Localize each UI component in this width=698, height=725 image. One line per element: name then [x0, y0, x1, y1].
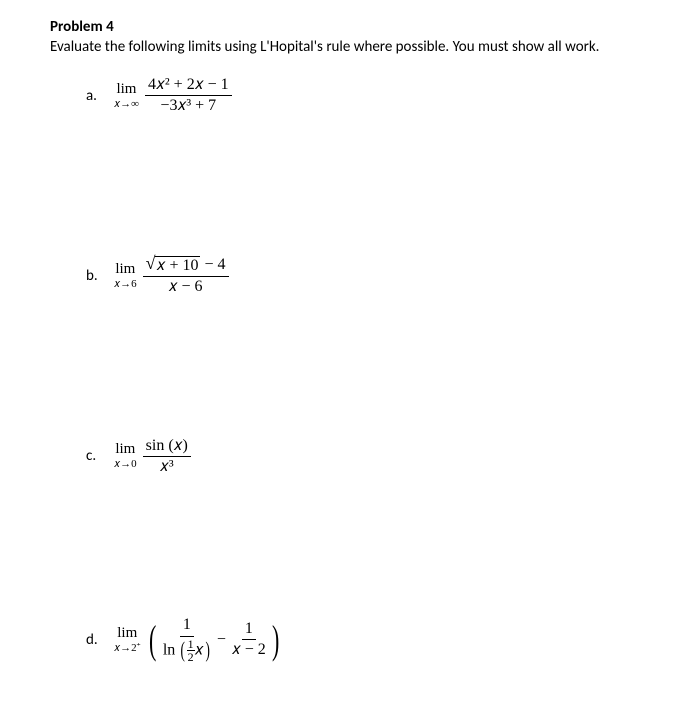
frac-c-den: 𝑥³	[157, 457, 177, 476]
problem-list: a. lim 𝑥→∞ 4𝑥² + 2𝑥 − 1 −3𝑥³ + 7 b. lim …	[50, 76, 648, 663]
lim-b-bot: 𝑥→6	[114, 279, 137, 290]
problem-c: c. lim 𝑥→0 sin (𝑥) 𝑥³	[86, 437, 648, 477]
expr-c: lim 𝑥→0 sin (𝑥) 𝑥³	[114, 437, 191, 477]
lim-a-top: lim	[116, 82, 136, 97]
frac-a-den: −3𝑥³ + 7	[157, 96, 219, 115]
frac-c-num: sin (𝑥)	[143, 437, 191, 457]
inner-lparen-icon: (	[181, 637, 185, 662]
expr-a: lim 𝑥→∞ 4𝑥² + 2𝑥 − 1 −3𝑥³ + 7	[114, 76, 232, 116]
frac-d1: 1 ln ( 1 2 𝑥)	[160, 616, 214, 663]
half-num: 1	[187, 638, 195, 651]
rparen-icon: )	[272, 620, 279, 660]
lim-c: lim 𝑥→0	[114, 442, 137, 470]
problem-d: d. lim 𝑥→2⁺ ( 1 ln ( 1 2	[86, 616, 648, 663]
inner-rparen-icon: )	[205, 637, 209, 662]
problem-b: b. lim 𝑥→6 √ 𝑥 + 10 − 4 𝑥 − 6	[86, 256, 648, 297]
frac-b: √ 𝑥 + 10 − 4 𝑥 − 6	[143, 256, 229, 297]
half-den: 2	[187, 651, 195, 663]
frac-b-num: √ 𝑥 + 10 − 4	[143, 256, 229, 277]
minus-d: −	[214, 631, 229, 649]
label-d: d.	[86, 631, 114, 649]
paren-d: ( 1 ln ( 1 2 𝑥) − 1	[146, 616, 282, 663]
frac-c: sin (𝑥) 𝑥³	[143, 437, 191, 477]
frac-d2: 1 𝑥 − 2	[229, 620, 269, 660]
ln-text: ln	[163, 641, 175, 658]
frac-b-den: 𝑥 − 6	[166, 277, 206, 296]
expr-d: lim 𝑥→2⁺ ( 1 ln ( 1 2 𝑥)	[114, 616, 282, 663]
lim-d-top: lim	[117, 626, 137, 641]
label-c: c.	[86, 447, 114, 465]
half-frac: 1 2	[187, 638, 195, 663]
frac-d2-num: 1	[242, 620, 256, 640]
inner-x: 𝑥	[195, 641, 204, 658]
frac-d1-den: ln ( 1 2 𝑥)	[160, 637, 214, 663]
lparen-icon: (	[149, 620, 156, 660]
expr-b: lim 𝑥→6 √ 𝑥 + 10 − 4 𝑥 − 6	[114, 256, 229, 297]
problem-title: Problem 4	[50, 18, 648, 36]
sqrt-b: √ 𝑥 + 10	[146, 256, 201, 275]
lim-b: lim 𝑥→6	[114, 262, 137, 290]
lim-a: lim 𝑥→∞	[114, 82, 139, 110]
frac-d1-num: 1	[180, 616, 194, 636]
radicand-b: 𝑥 + 10	[155, 256, 201, 275]
frac-a-num: 4𝑥² + 2𝑥 − 1	[145, 76, 232, 96]
frac-a: 4𝑥² + 2𝑥 − 1 −3𝑥³ + 7	[145, 76, 232, 116]
lim-c-bot: 𝑥→0	[114, 459, 137, 470]
lim-d: lim 𝑥→2⁺	[114, 626, 140, 654]
label-b: b.	[86, 267, 114, 285]
lim-d-bot: 𝑥→2⁺	[114, 643, 140, 654]
label-a: a.	[86, 87, 114, 105]
problem-instruction: Evaluate the following limits using L'Ho…	[50, 38, 648, 56]
frac-d2-den: 𝑥 − 2	[229, 640, 269, 659]
lim-c-top: lim	[115, 442, 135, 457]
problem-a: a. lim 𝑥→∞ 4𝑥² + 2𝑥 − 1 −3𝑥³ + 7	[86, 76, 648, 116]
frac-b-num-tail: − 4	[200, 256, 225, 273]
lim-a-bot: 𝑥→∞	[114, 99, 139, 110]
lim-b-top: lim	[115, 262, 135, 277]
